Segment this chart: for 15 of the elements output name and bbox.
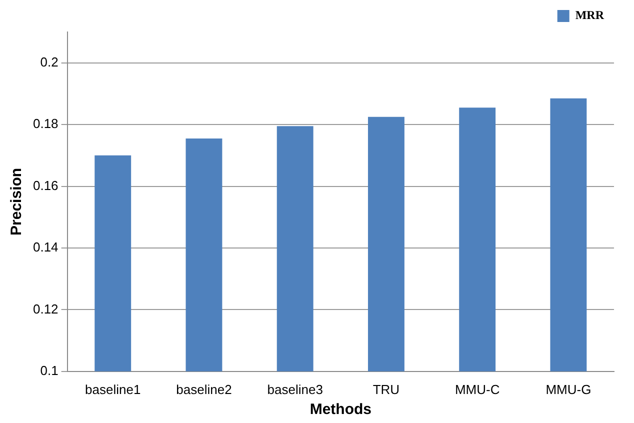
y-tick-label: 0.12 xyxy=(32,301,58,316)
y-tick-label: 0.14 xyxy=(32,240,58,255)
y-tick-label: 0.2 xyxy=(40,54,58,70)
y-tick-label: 0.18 xyxy=(32,116,58,132)
x-tick-label: baseline2 xyxy=(176,382,232,397)
x-tick-label: MMU-C xyxy=(454,382,500,397)
x-axis-title: Methods xyxy=(310,401,372,418)
y-axis-title: Precision xyxy=(8,168,26,236)
x-tick-label: baseline1 xyxy=(85,382,141,397)
y-tick-label: 0.16 xyxy=(32,178,58,193)
legend-label: MRR xyxy=(575,8,604,22)
y-tick-label: 0.1 xyxy=(40,362,58,378)
x-tick-label: baseline3 xyxy=(267,382,323,397)
x-tick-label: MMU-G xyxy=(546,382,592,397)
x-tick-label: TRU xyxy=(372,382,400,397)
